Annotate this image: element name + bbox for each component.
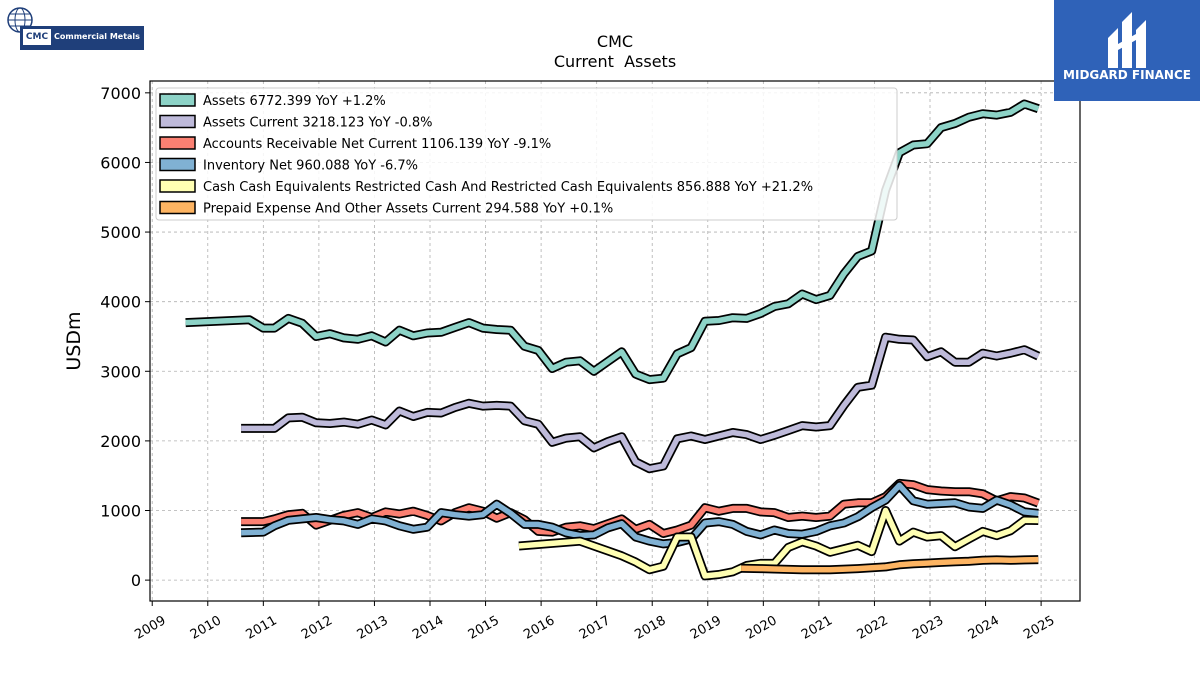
legend-label: Cash Cash Equivalents Restricted Cash An… <box>203 180 813 195</box>
legend-swatch <box>159 157 196 172</box>
x-tick-label: 2018 <box>632 613 668 643</box>
midgard-logo-text: MIDGARD FINANCE <box>1063 68 1191 82</box>
y-axis-label: USDm <box>63 311 85 370</box>
legend-box <box>155 87 898 221</box>
x-tick-label: 2019 <box>688 613 724 643</box>
x-tick-label: 2024 <box>966 613 1002 643</box>
y-tick-label: 5000 <box>100 223 141 242</box>
x-tick-label: 2016 <box>521 613 557 643</box>
midgard-mark-icon <box>1108 12 1146 68</box>
series-line-assets <box>185 101 1040 383</box>
x-tick-label: 2025 <box>1021 613 1057 643</box>
x-tick-label: 2023 <box>910 613 946 643</box>
legend-swatch <box>159 93 196 107</box>
x-tick-label: 2015 <box>466 613 502 643</box>
series-line-prepaid-expense-and-other-assets-current <box>741 556 1039 573</box>
cmc-logo: CMC Commercial Metals <box>6 6 144 52</box>
x-tick-label: 2010 <box>188 613 224 643</box>
cmc-logo-abbr: CMC <box>23 29 51 45</box>
legend-label: Prepaid Expense And Other Assets Current… <box>203 202 613 217</box>
midgard-finance-logo: MIDGARD FINANCE <box>1054 0 1200 101</box>
legend: Assets 6772.399 YoY +1.2% Assets Current … <box>155 87 898 221</box>
series-line-cash-cash-equivalents-restricted-cash-and-restricted-cash-equivalents <box>518 507 1039 579</box>
series-line-inventory-net <box>241 482 1039 547</box>
x-tick-label: 2020 <box>744 613 780 643</box>
x-tick-label: 2009 <box>132 613 168 643</box>
legend-label: Assets 6772.399 YoY +1.2% <box>203 94 386 109</box>
y-tick-label: 2000 <box>100 432 141 451</box>
chart-title: CMC <box>597 32 633 51</box>
legend-label: Accounts Receivable Net Current 1106.139… <box>203 137 551 152</box>
x-tick-label: 2013 <box>355 613 391 643</box>
y-tick-label: 6000 <box>100 153 141 172</box>
legend-label: Inventory Net 960.088 YoY -6.7% <box>203 159 418 174</box>
plot-frame <box>149 80 1081 602</box>
x-tick-label: 2014 <box>410 613 446 643</box>
x-tick-label: 2022 <box>855 613 891 643</box>
series-outline-assets-current <box>241 332 1041 474</box>
y-tick-label: 7000 <box>100 84 141 103</box>
chart-subtitle: Current Assets <box>554 52 676 71</box>
x-tick-label: 2021 <box>799 613 835 643</box>
legend-swatch <box>159 136 196 150</box>
series-line-assets-current <box>241 334 1040 472</box>
series-line-accounts-receivable-net-current <box>241 480 1040 537</box>
y-tick-label: 4000 <box>100 293 141 312</box>
cmc-logo-name: Commercial Metals <box>54 32 140 41</box>
legend-label: Assets Current 3218.123 YoY -0.8% <box>203 116 433 131</box>
series-layer <box>185 99 1041 581</box>
y-tick-label: 3000 <box>100 362 141 381</box>
x-tick-label: 2011 <box>244 613 280 643</box>
x-tick-label: 2017 <box>577 613 613 643</box>
legend-swatch <box>159 200 196 215</box>
y-tick-label: 0 <box>131 571 141 590</box>
legend-swatch <box>159 179 196 193</box>
x-tick-label: 2012 <box>299 613 335 643</box>
legend-swatch <box>159 114 196 129</box>
y-tick-label: 1000 <box>100 502 141 521</box>
